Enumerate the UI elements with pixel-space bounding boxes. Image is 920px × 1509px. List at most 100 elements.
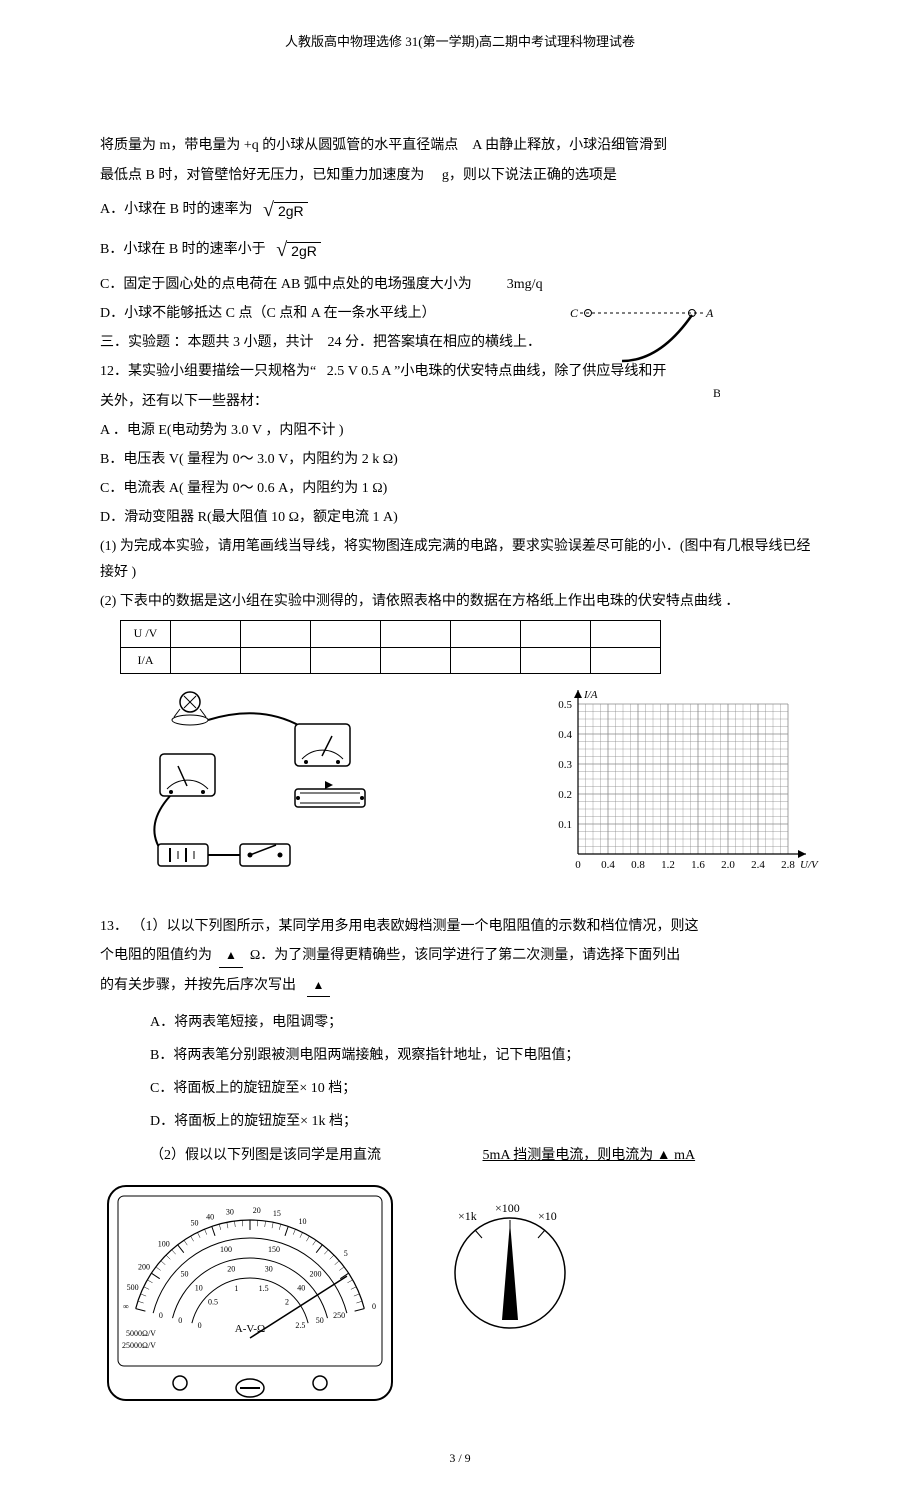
- svg-text:C: C: [570, 306, 579, 320]
- svg-text:200: 200: [138, 1262, 150, 1271]
- q12-D: D．滑动变阻器 R(最大阻值 10 Ω，额定电流 1 A): [100, 505, 820, 530]
- svg-text:2: 2: [285, 1297, 289, 1306]
- svg-text:A-V-Ω: A-V-Ω: [235, 1323, 265, 1335]
- svg-text:0.5: 0.5: [208, 1297, 218, 1306]
- svg-text:0: 0: [198, 1321, 202, 1330]
- q12-p1: (1) 为完成本实验，请用笔画线当导线，将实物图连成完满的电路，要求实验误差尽可…: [100, 534, 820, 584]
- svg-text:0.4: 0.4: [558, 729, 572, 741]
- table-cell: [381, 621, 451, 648]
- svg-text:0.2: 0.2: [558, 789, 572, 801]
- svg-text:25000Ω/V: 25000Ω/V: [122, 1341, 156, 1350]
- q12-A: A ．电源 E(电动势为 3.0 V ，内阻不计 ): [100, 418, 820, 443]
- q13-stem-b-pre: 个电阻的阻值约为: [100, 948, 212, 963]
- svg-text:0.5: 0.5: [558, 699, 572, 711]
- svg-text:5: 5: [344, 1249, 348, 1258]
- svg-text:I/A: I/A: [583, 689, 598, 701]
- table-cell: [591, 647, 661, 674]
- grid-chart: 0.50.40.30.20.100.40.81.21.62.02.42.8I/A…: [540, 684, 820, 884]
- q13-B: B．将两表笔分别跟被测电阻两端接触，观察指针地址，记下电阻值；: [150, 1043, 820, 1068]
- svg-text:20: 20: [227, 1264, 235, 1273]
- q13-stem-b: 个电阻的阻值约为 ▲ Ω．为了测量得更精确些，该同学进行了第二次测量，请选择下面…: [100, 943, 820, 968]
- svg-text:0.1: 0.1: [558, 819, 572, 831]
- svg-text:100: 100: [220, 1245, 232, 1254]
- svg-text:2.4: 2.4: [751, 859, 765, 871]
- table-cell-uv-header: U /V: [121, 621, 171, 648]
- svg-text:40: 40: [297, 1283, 305, 1292]
- option-C-value: 3mg/q: [507, 272, 587, 297]
- table-cell-ia-header: I/A: [121, 647, 171, 674]
- uv-table: U /V I/A: [120, 620, 661, 674]
- circuit-diagram: [100, 684, 420, 874]
- blank-fill: ▲: [307, 975, 331, 998]
- q13-D: D．将面板上的旋钮旋至× 1k 档；: [150, 1109, 820, 1134]
- sqrt-B: √2gR: [276, 232, 321, 268]
- q13-stem-c: 的有关步骤，并按先后序次写出 ▲: [100, 973, 820, 998]
- svg-text:×1k: ×1k: [458, 1209, 477, 1223]
- table-cell: [521, 647, 591, 674]
- table-cell: [241, 621, 311, 648]
- svg-text:1.5: 1.5: [259, 1284, 269, 1293]
- option-C-text: C．固定于圆心处的点电荷在 AB 弧中点处的电场强度大小为: [100, 277, 472, 292]
- svg-text:0: 0: [372, 1302, 376, 1311]
- svg-text:200: 200: [309, 1269, 321, 1278]
- svg-text:0.8: 0.8: [631, 859, 645, 871]
- q12-B: B．电压表 V( 量程为 0～ 3.0 V，内阻约为 2 k Ω): [100, 447, 820, 472]
- table-cell: [451, 647, 521, 674]
- svg-text:2.5: 2.5: [295, 1321, 305, 1330]
- table-cell: [241, 647, 311, 674]
- svg-text:0.3: 0.3: [558, 759, 572, 771]
- svg-text:50: 50: [190, 1218, 198, 1227]
- svg-text:A: A: [705, 306, 714, 320]
- svg-text:5000Ω/V: 5000Ω/V: [126, 1329, 156, 1338]
- svg-text:100: 100: [158, 1239, 170, 1248]
- svg-text:×100: ×100: [495, 1201, 520, 1215]
- option-A-text: A．小球在 B 时的速率为: [100, 202, 252, 217]
- svg-text:2.0: 2.0: [721, 859, 735, 871]
- q12-p2: (2) 下表中的数据是这小组在实验中测得的，请依照表格中的数据在方格纸上作出电珠…: [100, 589, 820, 614]
- table-row: U /V: [121, 621, 661, 648]
- svg-text:0: 0: [159, 1311, 163, 1320]
- option-C: C．固定于圆心处的点电荷在 AB 弧中点处的电场强度大小为 3mg/q: [100, 272, 820, 297]
- svg-text:0: 0: [178, 1316, 182, 1325]
- q11-intro-1b: A 由静止释放，小球沿细管滑到: [472, 138, 667, 153]
- blank-fill: ▲: [219, 945, 243, 968]
- svg-text:B: B: [713, 386, 720, 400]
- svg-text:40: 40: [206, 1212, 214, 1221]
- table-cell: [171, 621, 241, 648]
- table-row: I/A: [121, 647, 661, 674]
- option-B: B．小球在 B 时的速率小于 √2gR: [100, 232, 820, 268]
- svg-text:U/V: U/V: [800, 859, 819, 871]
- q11-intro-line1: 将质量为 m，带电量为 +q 的小球从圆弧管的水平直径端点 A 由静止释放，小球…: [100, 133, 820, 158]
- selector-diagram: ×1k ×100 ×10: [440, 1198, 580, 1338]
- svg-text:30: 30: [265, 1264, 273, 1273]
- q11-intro-2b: g，则以下说法正确的选项是: [442, 168, 617, 183]
- table-cell: [171, 647, 241, 674]
- q13-stem-c-pre: 的有关步骤，并按先后序次写出: [100, 978, 296, 993]
- svg-text:50: 50: [181, 1269, 189, 1278]
- q13-C: C．将面板上的旋钮旋至× 10 档；: [150, 1076, 820, 1101]
- svg-text:15: 15: [273, 1209, 281, 1218]
- svg-text:150: 150: [268, 1245, 280, 1254]
- svg-text:∞: ∞: [123, 1302, 129, 1311]
- arc-diagram: C A B: [550, 301, 720, 401]
- table-cell: [311, 621, 381, 648]
- svg-text:50: 50: [316, 1316, 324, 1325]
- svg-text:×10: ×10: [538, 1209, 557, 1223]
- q11-intro-2a: 最低点 B 时，对管壁恰好无压力，已知重力加速度为: [100, 168, 424, 183]
- q12-C: C．电流表 A( 量程为 0～ 0.6 A，内阻约为 1 Ω): [100, 476, 820, 501]
- svg-text:10: 10: [298, 1217, 306, 1226]
- q11-intro-line2: 最低点 B 时，对管壁恰好无压力，已知重力加速度为 g，则以下说法正确的选项是: [100, 163, 820, 188]
- option-B-text: B．小球在 B 时的速率小于: [100, 242, 266, 257]
- page-header: 人教版高中物理选修 31(第一学期)高二期中考试理科物理试卷: [100, 30, 820, 53]
- svg-text:30: 30: [226, 1207, 234, 1216]
- svg-text:2.8: 2.8: [781, 859, 795, 871]
- svg-text:1.6: 1.6: [691, 859, 705, 871]
- table-cell: [381, 647, 451, 674]
- page-footer: 3 / 9: [100, 1448, 820, 1470]
- table-cell: [591, 621, 661, 648]
- sqrt-A-body: 2gR: [274, 202, 308, 219]
- q13-p2-a: （2）假以以下列图是该同学是用直流: [150, 1148, 381, 1163]
- svg-text:250: 250: [333, 1311, 345, 1320]
- q12-stem-a: 12．某实验小组要描绘一只规格为“: [100, 364, 316, 379]
- option-A: A．小球在 B 时的速率为 √2gR: [100, 192, 820, 228]
